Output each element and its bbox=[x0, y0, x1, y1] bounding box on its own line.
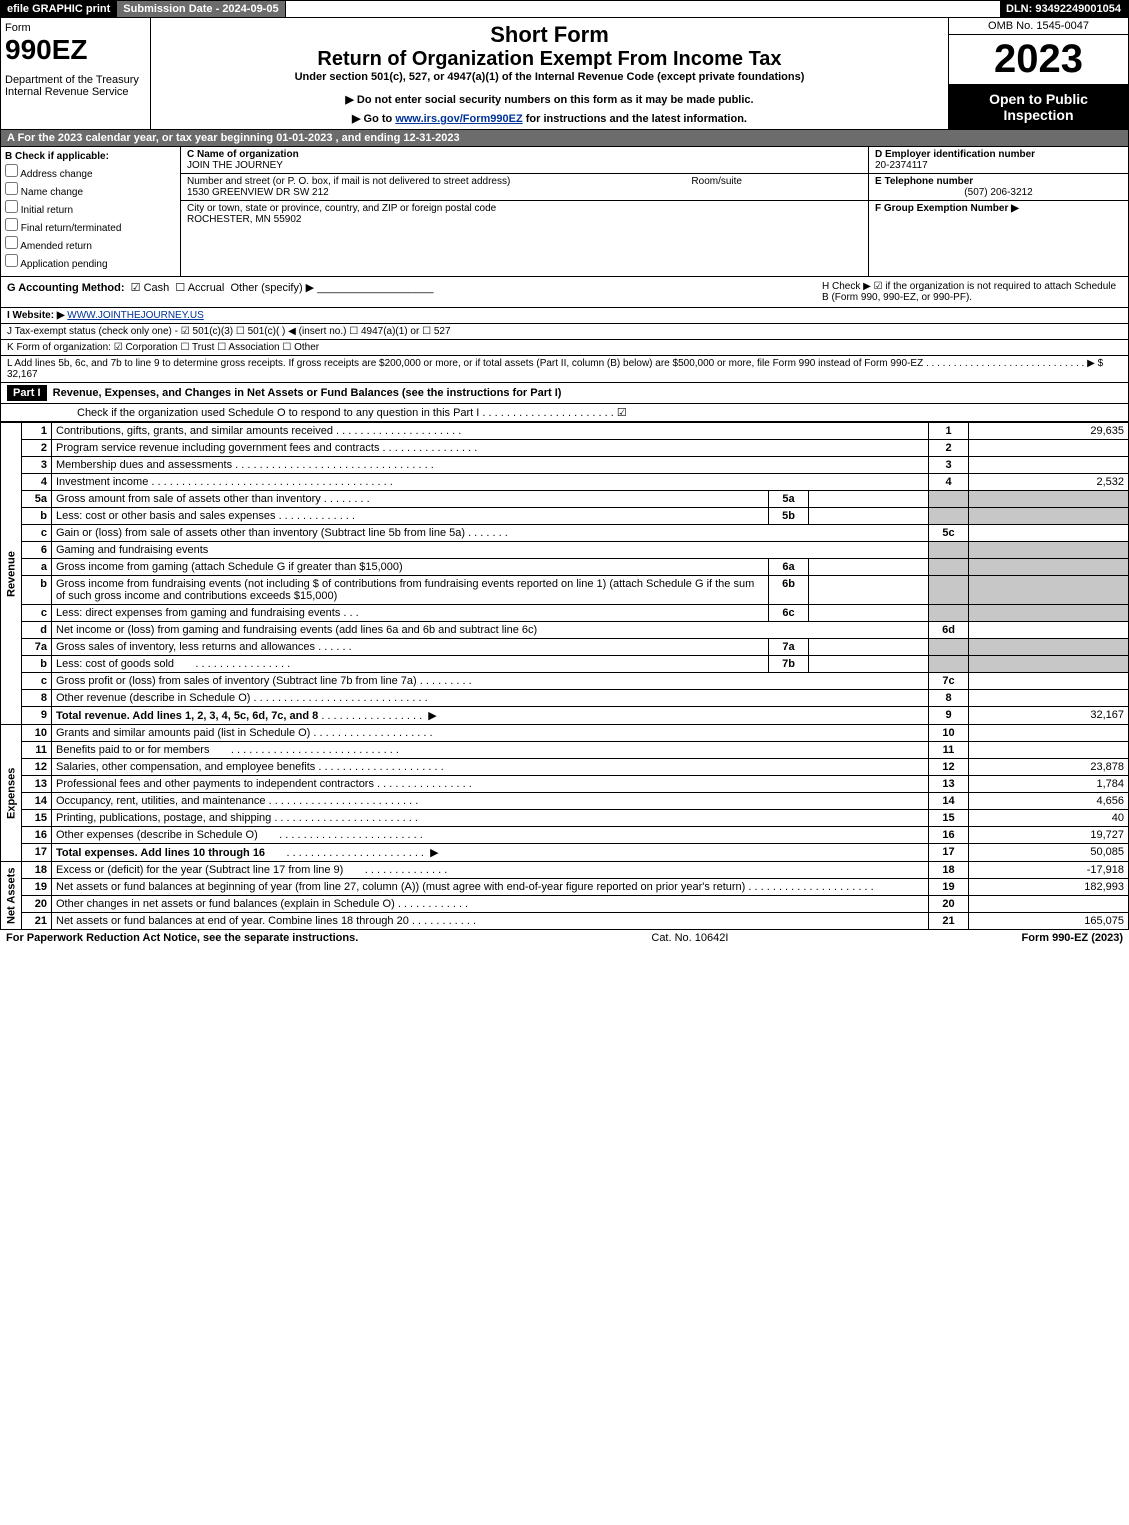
dln: DLN: 93492249001054 bbox=[1000, 1, 1128, 17]
col-c: C Name of organizationJOIN THE JOURNEY N… bbox=[181, 147, 868, 276]
line-19: 19Net assets or fund balances at beginni… bbox=[1, 879, 1129, 896]
header-center: Short Form Return of Organization Exempt… bbox=[151, 18, 948, 129]
b-opt-1[interactable]: Name change bbox=[5, 182, 176, 198]
form-code: 990EZ bbox=[5, 34, 146, 66]
row-j: J Tax-exempt status (check only one) - ☑… bbox=[0, 324, 1129, 340]
g-left: G Accounting Method: ☑ Cash ☐ Accrual Ot… bbox=[7, 281, 822, 303]
footer-left: For Paperwork Reduction Act Notice, see … bbox=[6, 932, 358, 944]
line-6c: cLess: direct expenses from gaming and f… bbox=[1, 605, 1129, 622]
line-10: Expenses 10Grants and similar amounts pa… bbox=[1, 725, 1129, 742]
line-6a: aGross income from gaming (attach Schedu… bbox=[1, 559, 1129, 576]
d-ein: D Employer identification number20-23741… bbox=[869, 147, 1128, 174]
row-g: G Accounting Method: ☑ Cash ☐ Accrual Ot… bbox=[0, 277, 1129, 308]
line-5a: 5aGross amount from sale of assets other… bbox=[1, 491, 1129, 508]
row-k: K Form of organization: ☑ Corporation ☐ … bbox=[0, 340, 1129, 356]
tax-year: 2023 bbox=[949, 35, 1128, 85]
c-addr: Number and street (or P. O. box, if mail… bbox=[181, 174, 868, 201]
b-opt-5[interactable]: Application pending bbox=[5, 254, 176, 270]
line-11: 11Benefits paid to or for members . . . … bbox=[1, 742, 1129, 759]
line-2: 2Program service revenue including gover… bbox=[1, 440, 1129, 457]
section-bcd: B Check if applicable: Address change Na… bbox=[0, 147, 1129, 277]
open-public: Open to Public Inspection bbox=[949, 85, 1128, 129]
line-6: 6Gaming and fundraising events bbox=[1, 542, 1129, 559]
form-word: Form bbox=[5, 22, 146, 34]
footer-center: Cat. No. 10642I bbox=[651, 932, 728, 944]
b-opt-3[interactable]: Final return/terminated bbox=[5, 218, 176, 234]
netassets-label: Net Assets bbox=[1, 862, 22, 930]
b-opt-2[interactable]: Initial return bbox=[5, 200, 176, 216]
b-opt-4[interactable]: Amended return bbox=[5, 236, 176, 252]
col-b: B Check if applicable: Address change Na… bbox=[1, 147, 181, 276]
spacer bbox=[286, 1, 1000, 17]
efile-label: efile GRAPHIC print bbox=[1, 1, 117, 17]
goto-prefix: ▶ Go to bbox=[352, 113, 395, 125]
line-6b: bGross income from fundraising events (n… bbox=[1, 576, 1129, 605]
line-7b: bLess: cost of goods sold . . . . . . . … bbox=[1, 656, 1129, 673]
line-3: 3Membership dues and assessments . . . .… bbox=[1, 457, 1129, 474]
expenses-label: Expenses bbox=[1, 725, 22, 862]
lines-table: Revenue 1Contributions, gifts, grants, a… bbox=[0, 422, 1129, 930]
d-tel: E Telephone number(507) 206-3212 bbox=[869, 174, 1128, 201]
website-link[interactable]: WWW.JOINTHEJOURNEY.US bbox=[67, 310, 203, 321]
part1-check: Check if the organization used Schedule … bbox=[0, 404, 1129, 422]
line-13: 13Professional fees and other payments t… bbox=[1, 776, 1129, 793]
c-city: City or town, state or province, country… bbox=[181, 201, 868, 227]
line-5c: cGain or (loss) from sale of assets othe… bbox=[1, 525, 1129, 542]
header-left: Form 990EZ Department of the Treasury In… bbox=[1, 18, 151, 129]
line-7a: 7aGross sales of inventory, less returns… bbox=[1, 639, 1129, 656]
goto-suffix: for instructions and the latest informat… bbox=[526, 113, 747, 125]
short-form: Short Form bbox=[155, 22, 944, 48]
part1-badge: Part I bbox=[7, 385, 47, 401]
row-l: L Add lines 5b, 6c, and 7b to line 9 to … bbox=[0, 356, 1129, 383]
h-right: H Check ▶ ☑ if the organization is not r… bbox=[822, 281, 1122, 303]
line-20: 20Other changes in net assets or fund ba… bbox=[1, 896, 1129, 913]
do-not-ssn: ▶ Do not enter social security numbers o… bbox=[155, 93, 944, 106]
header-right: OMB No. 1545-0047 2023 Open to Public In… bbox=[948, 18, 1128, 129]
line-9: 9Total revenue. Add lines 1, 2, 3, 4, 5c… bbox=[1, 707, 1129, 725]
dept: Department of the Treasury Internal Reve… bbox=[5, 74, 146, 98]
b-label: B Check if applicable: bbox=[5, 151, 176, 162]
line-8: 8Other revenue (describe in Schedule O) … bbox=[1, 690, 1129, 707]
line-5b: bLess: cost or other basis and sales exp… bbox=[1, 508, 1129, 525]
omb: OMB No. 1545-0047 bbox=[949, 18, 1128, 35]
return-title: Return of Organization Exempt From Incom… bbox=[155, 48, 944, 71]
col-d: D Employer identification number20-23741… bbox=[868, 147, 1128, 276]
revenue-label: Revenue bbox=[1, 423, 22, 725]
line-14: 14Occupancy, rent, utilities, and mainte… bbox=[1, 793, 1129, 810]
c-name: C Name of organizationJOIN THE JOURNEY bbox=[181, 147, 868, 174]
line-4: 4Investment income . . . . . . . . . . .… bbox=[1, 474, 1129, 491]
part1-header: Part I Revenue, Expenses, and Changes in… bbox=[0, 383, 1129, 404]
line-12: 12Salaries, other compensation, and empl… bbox=[1, 759, 1129, 776]
form-header: Form 990EZ Department of the Treasury In… bbox=[0, 18, 1129, 130]
submission-date: Submission Date - 2024-09-05 bbox=[117, 1, 285, 17]
part1-title: Revenue, Expenses, and Changes in Net As… bbox=[53, 387, 562, 399]
line-17: 17Total expenses. Add lines 10 through 1… bbox=[1, 844, 1129, 862]
line-15: 15Printing, publications, postage, and s… bbox=[1, 810, 1129, 827]
line-7c: cGross profit or (loss) from sales of in… bbox=[1, 673, 1129, 690]
footer: For Paperwork Reduction Act Notice, see … bbox=[0, 930, 1129, 946]
footer-right: Form 990-EZ (2023) bbox=[1022, 932, 1123, 944]
d-grp: F Group Exemption Number ▶ bbox=[869, 201, 1128, 216]
row-i: I Website: ▶ WWW.JOINTHEJOURNEY.US bbox=[0, 308, 1129, 324]
b-opt-0[interactable]: Address change bbox=[5, 164, 176, 180]
line-1: Revenue 1Contributions, gifts, grants, a… bbox=[1, 423, 1129, 440]
line-18: Net Assets 18Excess or (deficit) for the… bbox=[1, 862, 1129, 879]
top-bar: efile GRAPHIC print Submission Date - 20… bbox=[0, 0, 1129, 18]
goto: ▶ Go to www.irs.gov/Form990EZ for instru… bbox=[155, 112, 944, 125]
line-6d: dNet income or (loss) from gaming and fu… bbox=[1, 622, 1129, 639]
row-a: A For the 2023 calendar year, or tax yea… bbox=[0, 130, 1129, 147]
line-21: 21Net assets or fund balances at end of … bbox=[1, 913, 1129, 930]
line-16: 16Other expenses (describe in Schedule O… bbox=[1, 827, 1129, 844]
goto-link[interactable]: www.irs.gov/Form990EZ bbox=[395, 113, 522, 125]
under-section: Under section 501(c), 527, or 4947(a)(1)… bbox=[155, 71, 944, 83]
